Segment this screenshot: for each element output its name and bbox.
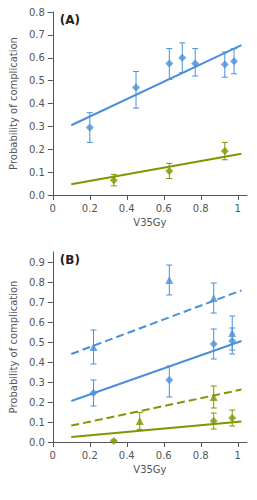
svg-text:0.1: 0.1 — [29, 417, 45, 428]
svg-text:0.8: 0.8 — [193, 450, 209, 461]
svg-text:Probability of complication: Probability of complication — [8, 37, 19, 170]
svg-text:0.5: 0.5 — [29, 75, 45, 86]
svg-text:0.4: 0.4 — [29, 357, 45, 368]
svg-text:0.6: 0.6 — [29, 52, 45, 63]
svg-text:0.1: 0.1 — [29, 167, 45, 178]
svg-text:0.8: 0.8 — [193, 203, 209, 214]
svg-text:0.6: 0.6 — [156, 203, 172, 214]
svg-text:0.2: 0.2 — [29, 397, 45, 408]
svg-text:0.4: 0.4 — [119, 450, 135, 461]
svg-text:0.6: 0.6 — [156, 450, 172, 461]
svg-text:0.9: 0.9 — [29, 257, 45, 268]
svg-text:0.0: 0.0 — [29, 437, 45, 448]
svg-text:(B): (B) — [60, 253, 80, 267]
svg-text:0.2: 0.2 — [82, 203, 98, 214]
svg-text:(A): (A) — [60, 13, 80, 27]
svg-text:0.6: 0.6 — [29, 317, 45, 328]
svg-text:0.7: 0.7 — [29, 29, 45, 40]
svg-text:0.3: 0.3 — [29, 121, 45, 132]
svg-text:Probability of complication: Probability of complication — [8, 281, 19, 414]
svg-text:0: 0 — [50, 450, 56, 461]
svg-text:0.4: 0.4 — [29, 98, 45, 109]
svg-text:0.8: 0.8 — [29, 7, 45, 18]
svg-text:V35Gy: V35Gy — [133, 464, 166, 475]
svg-text:1: 1 — [235, 450, 241, 461]
svg-text:0.2: 0.2 — [82, 450, 98, 461]
svg-text:V35Gy: V35Gy — [133, 217, 166, 228]
svg-text:0.0: 0.0 — [29, 190, 45, 201]
svg-text:0.2: 0.2 — [29, 144, 45, 155]
svg-text:0.8: 0.8 — [29, 277, 45, 288]
svg-text:0.3: 0.3 — [29, 377, 45, 388]
svg-text:0: 0 — [50, 203, 56, 214]
svg-text:1: 1 — [235, 203, 241, 214]
svg-text:0.7: 0.7 — [29, 297, 45, 308]
svg-text:0.4: 0.4 — [119, 203, 135, 214]
svg-text:0.5: 0.5 — [29, 337, 45, 348]
